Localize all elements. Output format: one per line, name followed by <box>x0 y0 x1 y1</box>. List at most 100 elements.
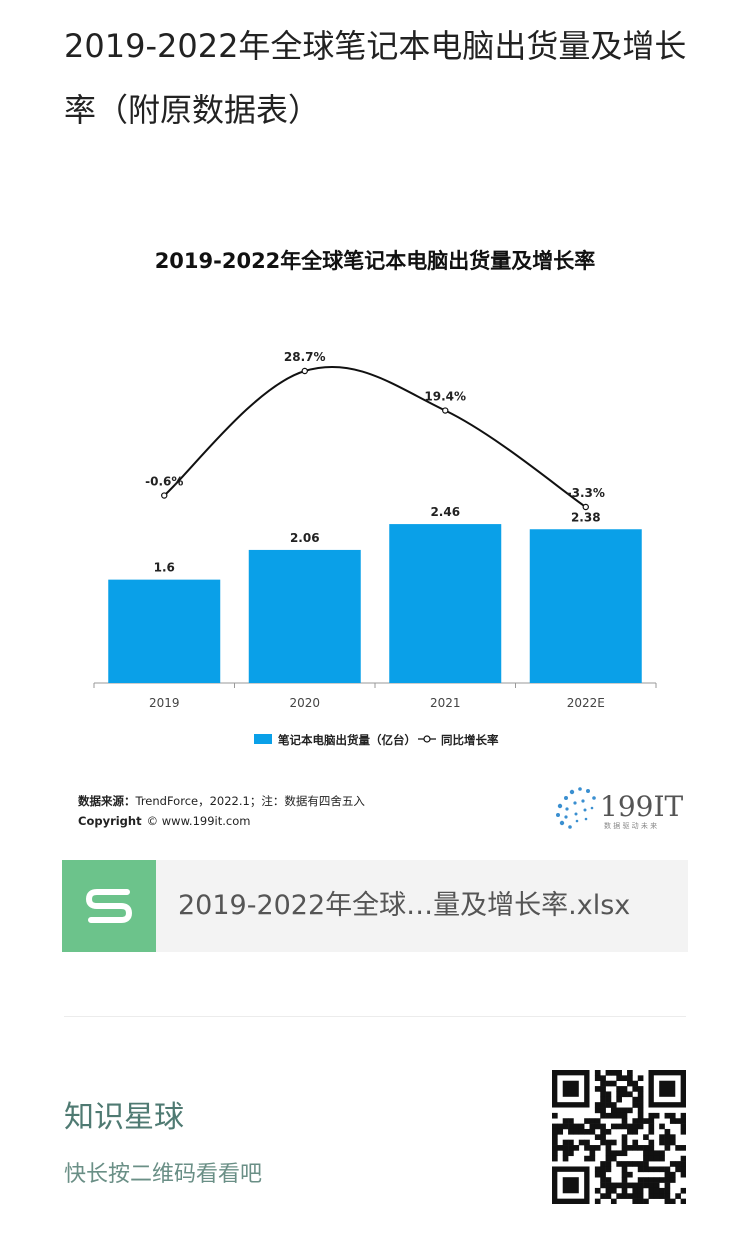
copyright-note: Copyright © www.199it.com <box>78 814 250 828</box>
qr-module <box>648 1128 655 1135</box>
qr-module <box>594 1145 601 1151</box>
qr-module <box>605 1102 612 1108</box>
qr-module <box>653 1182 660 1189</box>
bar-2020 <box>248 549 361 683</box>
qr-module <box>664 1128 671 1135</box>
qr-module <box>600 1112 606 1119</box>
qr-module <box>616 1086 622 1092</box>
qr-module <box>605 1112 612 1119</box>
qr-module <box>610 1102 617 1108</box>
qr-finder-core <box>562 1177 579 1194</box>
qr-module <box>627 1161 633 1167</box>
qr-module <box>643 1118 649 1124</box>
qr-module <box>627 1080 633 1087</box>
qr-module <box>627 1123 633 1130</box>
qr-module <box>610 1182 617 1189</box>
s-letter-glyph <box>86 889 132 923</box>
qr-module <box>621 1171 628 1178</box>
qr-module <box>637 1123 644 1130</box>
qr-module <box>621 1123 628 1130</box>
qr-module <box>653 1166 660 1173</box>
qr-module <box>627 1128 633 1135</box>
qr-module <box>589 1128 596 1135</box>
attachment-filename[interactable]: 2019-2022年全球…量及增长率.xlsx <box>178 890 631 921</box>
chart: 2019-2022年全球笔记本电脑出货量及增长率 1.6 2019 2.06 2020… <box>78 249 684 830</box>
qr-module <box>600 1193 606 1199</box>
qr-module <box>562 1123 569 1130</box>
qr-module <box>552 1134 558 1140</box>
qr-module <box>643 1145 649 1151</box>
qr-module <box>632 1118 639 1124</box>
qr-module <box>659 1177 665 1183</box>
qr-module <box>616 1096 622 1103</box>
qr-module <box>605 1193 612 1199</box>
qr-module <box>680 1166 686 1173</box>
growth-rate-label: 28.7% <box>284 350 326 364</box>
qr-module <box>610 1198 617 1204</box>
qr-module <box>643 1161 649 1167</box>
qr-module <box>568 1118 574 1124</box>
qr-module <box>600 1134 606 1140</box>
qr-module <box>600 1107 606 1114</box>
qr-module <box>659 1123 665 1130</box>
legend-bar-swatch <box>254 734 272 744</box>
qr-module <box>610 1080 617 1087</box>
qr-module <box>648 1139 655 1146</box>
qr-module <box>605 1177 612 1183</box>
qr-module <box>680 1171 686 1178</box>
qr-module <box>621 1091 628 1098</box>
qr-module <box>621 1166 628 1173</box>
qr-module <box>600 1182 606 1189</box>
qr-module <box>552 1123 558 1130</box>
qr-module <box>680 1187 686 1194</box>
qr-module <box>627 1193 633 1199</box>
x-tick-label: 2021 <box>430 696 461 710</box>
qr-module <box>616 1150 622 1157</box>
qr-module <box>600 1086 606 1092</box>
qr-module <box>643 1177 649 1183</box>
qr-module <box>616 1091 622 1098</box>
qr-module <box>680 1128 686 1135</box>
growth-rate-line <box>163 365 587 508</box>
qr-module <box>659 1187 665 1194</box>
qr-module <box>562 1145 569 1151</box>
bar-value-label: 2.46 <box>430 505 460 519</box>
bar-value-label: 1.6 <box>154 561 175 575</box>
qr-module <box>621 1086 628 1092</box>
qr-module <box>664 1177 671 1183</box>
logo-tagline: 数 据 驱 动 未 来 <box>604 821 657 830</box>
qr-module <box>594 1086 601 1092</box>
attachment-card[interactable]: 2019-2022年全球…量及增长率.xlsx <box>62 860 688 952</box>
qr-module <box>589 1118 596 1124</box>
legend-bar-label: 笔记本电脑出货量（亿台） <box>278 733 416 747</box>
qr-module <box>632 1182 639 1189</box>
qr-module <box>627 1070 633 1076</box>
bar-2021 <box>389 524 502 683</box>
qr-module <box>584 1128 590 1135</box>
qr-module <box>648 1112 655 1119</box>
growth-rate-point <box>301 367 308 375</box>
qr-module <box>648 1155 655 1162</box>
qr-module <box>568 1128 574 1135</box>
qr-code[interactable] <box>552 1070 686 1204</box>
qr-module <box>653 1193 660 1199</box>
qr-module <box>552 1145 558 1151</box>
qr-module <box>637 1102 644 1108</box>
qr-module <box>594 1123 601 1130</box>
qr-module <box>632 1139 639 1146</box>
bar-value-label: 2.06 <box>290 531 320 545</box>
qr-module <box>669 1139 676 1146</box>
qr-module <box>643 1134 649 1140</box>
qr-module <box>584 1139 590 1146</box>
page-title: 2019-2022年全球笔记本电脑出货量及增长率（附原数据表） <box>64 27 687 129</box>
qr-module <box>621 1193 628 1199</box>
qr-module <box>627 1145 633 1151</box>
qr-module <box>648 1193 655 1199</box>
qr-module <box>605 1155 612 1162</box>
growth-rate-label: -3.3% <box>567 486 605 500</box>
qr-module <box>653 1155 660 1162</box>
qr-module <box>562 1118 569 1124</box>
qr-module <box>621 1139 628 1146</box>
qr-module <box>632 1161 639 1167</box>
qr-module <box>600 1091 606 1098</box>
